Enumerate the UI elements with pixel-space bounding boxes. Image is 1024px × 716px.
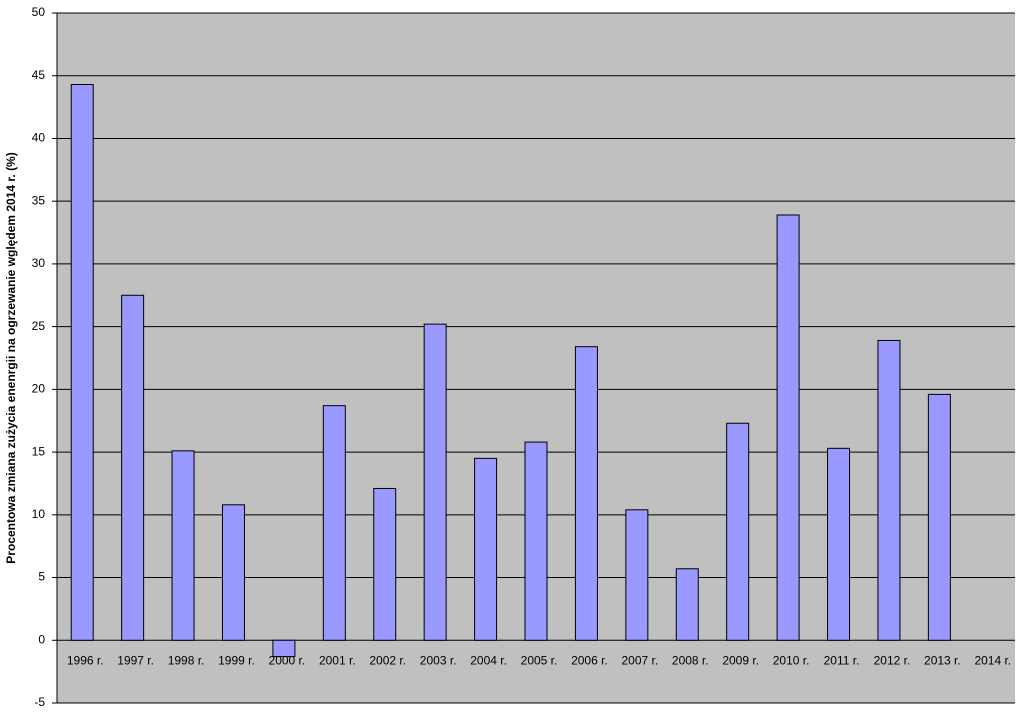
y-tick-label: 35 [32,193,46,207]
x-tick-label: 1998 r. [168,653,205,667]
bar [927,393,951,641]
x-tick-label: 2009 r. [722,653,759,667]
x-tick-label: 2000 r. [269,653,306,667]
x-tick-label: 1996 r. [67,653,104,667]
y-tick-label: 10 [32,507,46,521]
y-tick-label: 45 [32,68,46,82]
x-tick-label: 2007 r. [621,653,658,667]
x-tick-label: 2008 r. [672,653,709,667]
bar [373,487,397,641]
y-tick-label: 20 [32,382,46,396]
bar [726,422,750,641]
y-tick-label: 30 [32,256,46,270]
x-tick-label: 2011 r. [824,653,860,667]
x-tick-label: 2013 r. [924,653,961,667]
x-tick-label: 2004 r. [470,653,507,667]
bar [70,84,94,641]
y-tick-label: 25 [32,319,46,333]
bar [171,450,195,641]
bar [877,339,901,641]
x-tick-label: 1999 r. [218,653,255,667]
y-tick-label: 50 [32,5,46,19]
y-tick-label: 0 [38,632,45,646]
bar [776,214,800,641]
bar [827,447,851,641]
y-tick-label: -5 [34,695,45,709]
x-tick-label: 2006 r. [571,653,608,667]
x-tick-label: 2012 r. [874,653,911,667]
bar [524,441,548,641]
x-tick-label: 2005 r. [521,653,558,667]
bar [121,294,145,641]
bar [474,457,498,641]
bar [423,323,447,641]
x-tick-label: 2002 r. [369,653,406,667]
x-tick-label: 2010 r. [773,653,810,667]
bar [675,568,699,641]
y-axis-label: Procentowa zmiana zużycia enenrgii na og… [4,152,18,563]
y-tick-label: 5 [38,570,45,584]
bar [574,346,598,641]
x-tick-label: 1997 r. [117,653,154,667]
y-tick-label: 40 [32,131,46,145]
bar [272,639,296,658]
bar [625,509,649,641]
x-tick-label: 2014 r. [974,653,1011,667]
bar [221,504,245,641]
y-tick-label: 15 [32,444,46,458]
x-tick-label: 2001 r. [319,653,356,667]
x-tick-label: 2003 r. [420,653,457,667]
bar [322,405,346,641]
